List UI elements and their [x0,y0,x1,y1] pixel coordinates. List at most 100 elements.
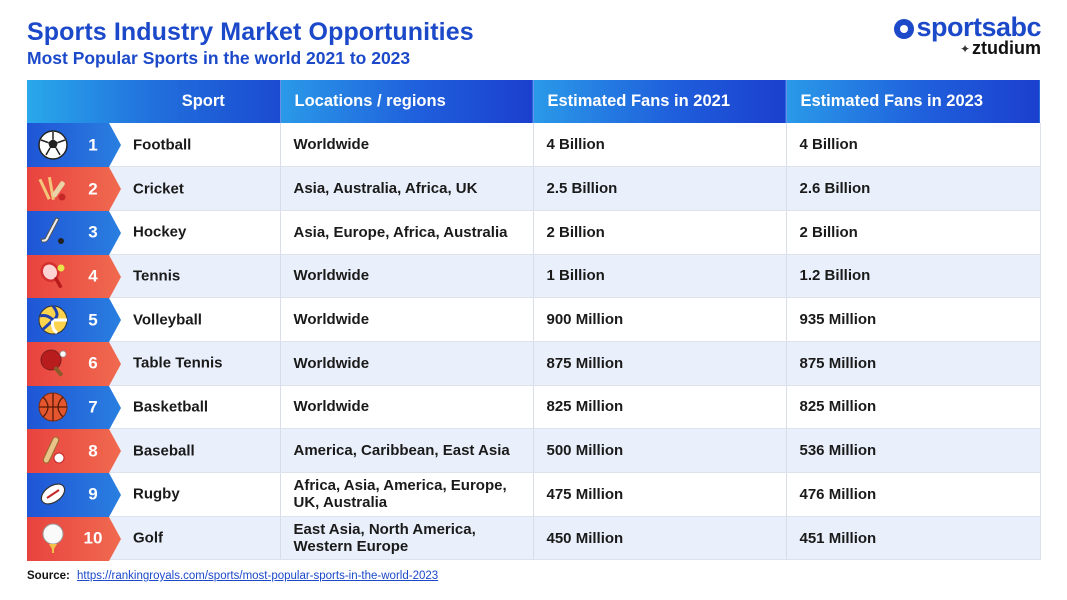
sport-name: Tennis [133,267,181,285]
fans-2021-cell: 4 Billion [533,123,787,168]
rank-badge: 4 [27,254,121,299]
rank-badge: 6 [27,341,121,386]
table-row: 1 Football Worldwide 4 Billion 4 Billion [27,123,1041,168]
regions-cell: Worldwide [280,123,534,168]
fans-2023-cell: 4 Billion [786,123,1041,168]
rank-badge: 8 [27,429,121,474]
fans-2021-cell: 825 Million [533,385,787,430]
fans-2023-cell: 935 Million [786,297,1041,342]
sport-name: Cricket [133,180,184,198]
ping-pong-paddle-icon [37,347,69,379]
basketball-icon [37,391,69,423]
rank-badge: 9 [27,473,121,517]
fans-2023-cell: 825 Million [786,385,1041,430]
logo-line2: ztudium [972,38,1041,58]
source-label: Source: [27,570,70,582]
sport-cell: 3 Hockey [27,210,281,255]
regions-cell: Worldwide [280,385,534,430]
table-row: 8 Baseball America, Caribbean, East Asia 50… [27,428,1041,474]
regions-cell: Worldwide [280,254,534,299]
fans-2021-cell: 450 Million [533,516,787,561]
rank-number: 5 [88,310,98,330]
sport-cell: 2 Cricket [27,166,281,212]
fans-2021-cell: 875 Million [533,341,787,386]
logo-ball-icon [894,18,915,39]
page-subtitle: Most Popular Sports in the world 2021 to… [27,48,411,68]
sport-name: Golf [133,529,163,547]
sport-name: Hockey [133,223,187,241]
table-row: 10 Golf East Asia, North America, Western … [27,516,1041,561]
sport-cell: 10 Golf [27,516,281,561]
rank-badge: 7 [27,385,121,430]
sport-name: Table Tennis [133,354,223,372]
table-row: 7 Basketball Worldwide 825 Million 825 Milli… [27,385,1041,430]
table-row: 6 Table Tennis Worldwide 875 Million 875 Mil… [27,341,1041,386]
sport-cell: 9 Rugby [27,472,281,517]
rank-number: 4 [88,266,98,286]
source-note: Source: https://rankingroyals.com/sports… [27,570,438,582]
regions-cell: Africa, Asia, America, Europe, UK, Austr… [280,472,534,517]
rank-number: 8 [88,441,98,461]
sport-cell: 7 Basketball [27,385,281,430]
fans-2021-cell: 2 Billion [533,210,787,255]
sport-name: Baseball [133,442,195,460]
sports-table: Sport Locations / regions Estimated Fans… [27,80,1041,561]
sport-cell: 6 Table Tennis [27,341,281,386]
golf-ball-icon [37,522,69,554]
rank-number: 10 [83,528,103,548]
rugby-ball-icon [37,478,69,510]
column-header-fans-2021: Estimated Fans in 2021 [533,80,787,123]
table-row: 5 Volleyball Worldwide 900 Million 935 Milli… [27,297,1041,343]
soccer-ball-icon [37,129,69,161]
table-row: 4 Tennis Worldwide 1 Billion 1.2 Billion [27,254,1041,299]
table-row: 3 Hockey Asia, Europe, Africa, Australia 2 … [27,210,1041,255]
baseball-bat-icon [37,435,69,467]
rank-badge: 2 [27,167,121,212]
volleyball-icon [37,304,69,336]
fans-2021-cell: 2.5 Billion [533,166,787,211]
table-row: 2 Cricket Asia, Australia, Africa, UK 2.5 B… [27,166,1041,212]
rank-number: 3 [88,222,98,242]
fans-2023-cell: 476 Million [786,472,1041,517]
regions-cell: East Asia, North America, Western Europe [280,516,534,561]
table-header-row: Sport Locations / regions Estimated Fans… [27,80,1040,123]
rank-number: 7 [88,397,98,417]
fans-2021-cell: 475 Million [533,472,787,517]
badge-shape [27,473,121,517]
hockey-stick-icon [37,216,69,248]
sport-name: Football [133,136,192,154]
column-header-sport: Sport [27,80,281,123]
sport-name: Rugby [133,485,180,503]
fans-2023-cell: 536 Million [786,428,1041,473]
sparkle-icon: ✦ [959,41,970,56]
regions-cell: America, Caribbean, East Asia [280,428,534,473]
rank-badge: 5 [27,298,121,343]
tennis-racket-icon [37,260,69,292]
fans-2021-cell: 1 Billion [533,254,787,299]
regions-cell: Worldwide [280,341,534,386]
logo-wordmark: sportsabc [894,12,1041,43]
regions-cell: Worldwide [280,297,534,342]
badge-shape [27,210,121,255]
fans-2023-cell: 2 Billion [786,210,1041,255]
cricket-icon [37,173,69,205]
sport-cell: 4 Tennis [27,254,281,299]
sport-cell: 8 Baseball [27,428,281,474]
fans-2023-cell: 875 Million [786,341,1041,386]
fans-2023-cell: 451 Million [786,516,1041,561]
page-title: Sports Industry Market Opportunities [27,18,474,46]
table-row: 9 Rugby Africa, Asia, America, Europe, UK,… [27,472,1041,517]
rank-number: 6 [88,353,98,373]
source-link[interactable]: https://rankingroyals.com/sports/most-po… [77,570,439,582]
rank-number: 1 [88,135,98,155]
rank-badge: 1 [27,123,121,167]
rank-number: 2 [88,179,98,199]
fans-2021-cell: 900 Million [533,297,787,342]
rank-badge: 10 [27,516,121,561]
sportsabc-logo[interactable]: sportsabc ✦ ztudium [881,12,1041,58]
column-header-regions: Locations / regions [280,80,534,123]
logo-subbrand: ✦ ztudium [960,38,1041,59]
rank-badge: 3 [27,210,121,255]
rank-number: 9 [88,484,98,504]
column-header-fans-2023: Estimated Fans in 2023 [786,80,1040,123]
